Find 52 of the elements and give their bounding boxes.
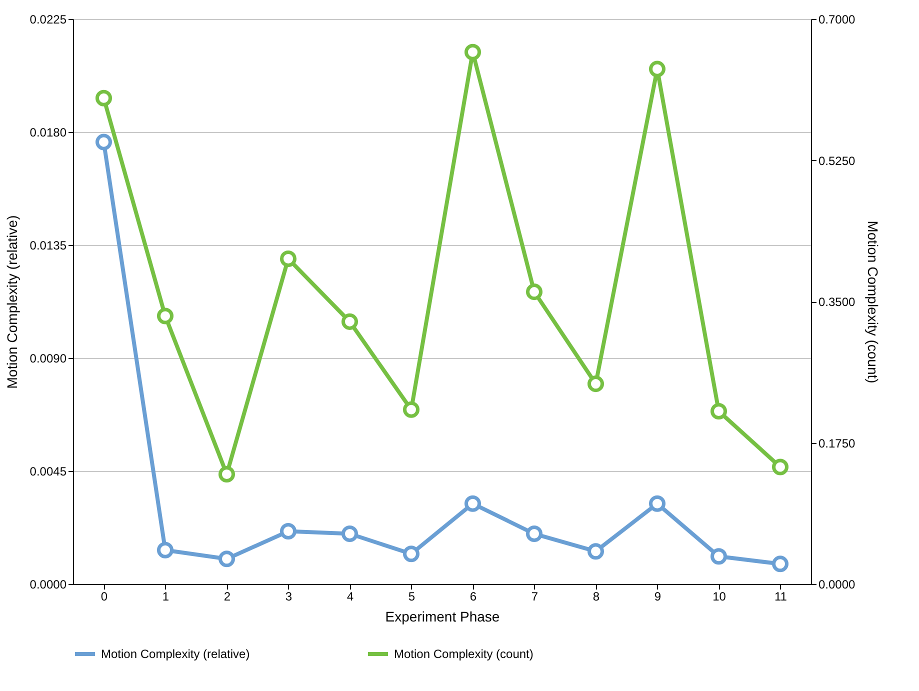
x-tick-label: 5 bbox=[408, 590, 416, 604]
y2-tick-label: 0.3500 bbox=[818, 295, 856, 309]
point bbox=[218, 466, 236, 482]
point bbox=[341, 313, 358, 330]
y2-tick-label: 0.7000 bbox=[818, 12, 856, 26]
point bbox=[772, 458, 789, 476]
point bbox=[710, 403, 728, 420]
x-axis-title: Experiment Phase bbox=[385, 608, 500, 624]
point bbox=[341, 526, 358, 542]
x-tick-label: 10 bbox=[712, 590, 726, 604]
x-tick-label: 6 bbox=[470, 590, 477, 604]
legend-label: Motion Complexity (count) bbox=[394, 647, 534, 661]
y-tick-label: 0.0090 bbox=[30, 352, 67, 366]
point bbox=[156, 542, 174, 558]
y2-tick-label: 0.5250 bbox=[818, 154, 856, 168]
y2-tick-label: 0.0000 bbox=[818, 578, 856, 592]
x-tick-label: 1 bbox=[162, 590, 170, 604]
point bbox=[95, 134, 112, 150]
point bbox=[526, 284, 543, 300]
point bbox=[95, 90, 112, 106]
point bbox=[218, 550, 236, 568]
point bbox=[402, 401, 420, 418]
y-tick-label: 0.0000 bbox=[30, 578, 67, 592]
legend-label: Motion Complexity (relative) bbox=[101, 647, 250, 661]
y-tick-label: 0.0225 bbox=[30, 12, 67, 26]
y-tick-label: 0.0135 bbox=[30, 238, 67, 252]
y-tick-label: 0.0045 bbox=[30, 464, 67, 478]
point bbox=[280, 523, 297, 540]
point bbox=[526, 526, 543, 542]
x-tick-label: 8 bbox=[592, 590, 600, 604]
y2-axis-title: Motion Complexity (count) bbox=[865, 220, 882, 384]
y-tick-label: 0.0180 bbox=[30, 126, 67, 140]
point bbox=[464, 495, 482, 512]
point bbox=[587, 543, 604, 560]
x-tick-label: 9 bbox=[654, 590, 662, 604]
point bbox=[710, 548, 728, 565]
x-tick-label: 7 bbox=[531, 590, 538, 604]
point bbox=[156, 308, 174, 324]
x-tick-label: 2 bbox=[224, 590, 231, 604]
point bbox=[648, 60, 666, 78]
x-tick-label: 11 bbox=[774, 590, 788, 604]
point bbox=[280, 250, 297, 267]
point bbox=[402, 546, 420, 562]
y2-tick-label: 0.1750 bbox=[818, 436, 856, 450]
x-tick-label: 0 bbox=[100, 590, 108, 604]
point bbox=[648, 495, 666, 512]
x-tick-label: 3 bbox=[285, 590, 292, 604]
y-axis-title: Motion Complexity (relative) bbox=[4, 215, 20, 389]
point bbox=[772, 556, 789, 572]
x-tick-label: 4 bbox=[346, 590, 354, 604]
point bbox=[464, 44, 482, 60]
point bbox=[587, 376, 604, 392]
